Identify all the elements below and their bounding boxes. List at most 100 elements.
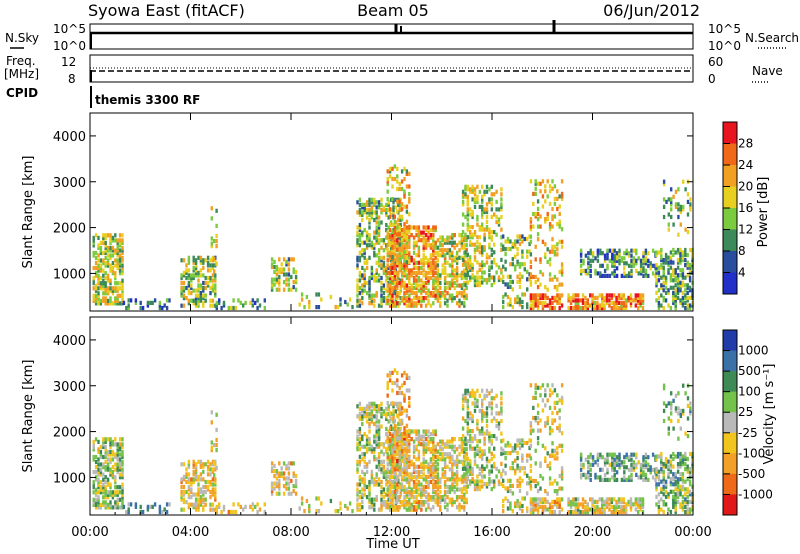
- velocity-echo-cell: [375, 474, 378, 479]
- nave-right-top-tick: 60: [708, 55, 723, 69]
- velocity-echo-cell: [278, 481, 281, 486]
- power-echo-cell: [662, 265, 665, 270]
- velocity-echo-cell: [560, 476, 564, 481]
- velocity-echo-cell: [493, 454, 496, 459]
- power-echo-cell: [394, 288, 398, 293]
- velocity-echo-cell: [294, 481, 298, 486]
- velocity-echo-cell: [518, 466, 522, 471]
- velocity-echo-cell: [396, 505, 399, 510]
- velocity-echo-cell: [488, 469, 491, 474]
- power-echo-cell: [373, 235, 376, 240]
- power-echo-cell: [403, 222, 406, 227]
- velocity-echo-cell: [158, 504, 162, 509]
- power-echo-cell: [553, 285, 557, 290]
- power-echo-cell: [574, 293, 577, 298]
- power-echo-cell: [601, 251, 604, 256]
- velocity-echo-cell: [493, 479, 496, 484]
- power-echo-cell: [199, 260, 203, 265]
- velocity-echo-cell: [461, 416, 465, 421]
- power-echo-cell: [363, 288, 366, 293]
- velocity-scatter: [92, 368, 694, 515]
- velocity-echo-cell: [473, 459, 477, 464]
- velocity-echo-cell: [206, 459, 210, 464]
- power-echo-cell: [453, 268, 456, 273]
- velocity-echo-cell: [109, 459, 112, 465]
- power-echo-cell: [526, 305, 529, 310]
- velocity-echo-cell: [275, 476, 279, 481]
- power-echo-cell: [598, 293, 601, 298]
- velocity-echo-cell: [94, 475, 98, 480]
- power-echo-cell: [329, 294, 333, 300]
- velocity-echo-cell: [420, 489, 423, 495]
- velocity-echo-cell: [591, 457, 595, 462]
- velocity-echo-cell: [368, 487, 371, 492]
- power-echo-cell: [97, 278, 100, 283]
- power-echo-cell: [539, 295, 542, 300]
- power-echo-cell: [424, 238, 428, 243]
- power-echo-cell: [361, 205, 364, 210]
- velocity-echo-cell: [532, 405, 535, 410]
- power-echo-cell: [506, 294, 510, 300]
- velocity-echo-cell: [106, 465, 110, 470]
- power-echo-cell: [358, 233, 362, 238]
- velocity-echo-cell: [368, 429, 371, 434]
- power-echo-cell: [432, 250, 435, 255]
- power-echo-cell: [387, 200, 390, 205]
- power-echo-cell: [415, 270, 418, 275]
- velocity-echo-cell: [560, 431, 564, 436]
- power-echo-cell: [375, 260, 378, 265]
- power-echo-cell: [405, 288, 409, 293]
- power-echo-cell: [541, 295, 545, 300]
- velocity-echo-cell: [436, 502, 440, 507]
- power-echo-cell: [464, 192, 467, 197]
- velocity-echo-cell: [104, 502, 107, 507]
- velocity-echo-cell: [190, 489, 193, 495]
- power-echo-cell: [361, 240, 364, 245]
- power-echo-cell: [97, 258, 100, 263]
- power-echo-cell: [391, 229, 394, 234]
- velocity-echo-cell: [469, 446, 472, 451]
- power-echo-cell: [116, 240, 119, 245]
- velocity-echo-cell: [473, 461, 477, 466]
- power-echo-cell: [294, 287, 298, 292]
- velocity-echo-cell: [606, 470, 609, 475]
- velocity-echo-cell: [386, 474, 389, 479]
- velocity-echo-cell: [394, 487, 398, 492]
- power-echo-cell: [469, 207, 472, 212]
- power-echo-cell: [436, 250, 440, 255]
- power-echo-cell: [197, 278, 200, 283]
- power-echo-cell: [104, 281, 107, 286]
- power-echo-cell: [118, 293, 122, 298]
- velocity-echo-cell: [577, 509, 580, 515]
- power-echo-cell: [539, 269, 542, 275]
- power-echo-cell: [455, 265, 459, 270]
- velocity-echo-cell: [476, 479, 479, 484]
- power-echo-cell: [361, 301, 364, 306]
- velocity-echo-cell: [448, 467, 452, 472]
- power-echo-cell: [403, 293, 406, 298]
- velocity-echo-cell: [408, 448, 411, 454]
- velocity-echo-cell: [387, 406, 390, 411]
- velocity-echo-cell: [417, 454, 421, 459]
- velocity-echo-cell: [393, 479, 397, 485]
- power-echo-cell: [684, 250, 687, 255]
- power-echo-cell: [579, 263, 583, 268]
- power-echo-cell: [443, 288, 447, 293]
- velocity-echo-cell: [528, 445, 531, 451]
- power-echo-cell: [114, 271, 117, 276]
- velocity-echo-cell: [443, 482, 447, 487]
- velocity-echo-cell: [432, 497, 435, 502]
- power-echo-cell: [213, 256, 216, 261]
- power-echo-cell: [358, 298, 362, 303]
- velocity-echo-cell: [483, 441, 486, 446]
- velocity-echo-cell: [615, 499, 618, 504]
- velocity-echo-cell: [622, 509, 625, 515]
- velocity-echo-cell: [469, 461, 472, 466]
- velocity-echo-cell: [396, 370, 399, 375]
- velocity-echo-cell: [410, 474, 413, 479]
- power-echo-cell: [485, 280, 489, 285]
- power-echo-cell: [358, 243, 362, 248]
- power-echo-cell: [644, 258, 648, 263]
- power-echo-cell: [121, 301, 124, 306]
- velocity-echo-cell: [99, 505, 103, 510]
